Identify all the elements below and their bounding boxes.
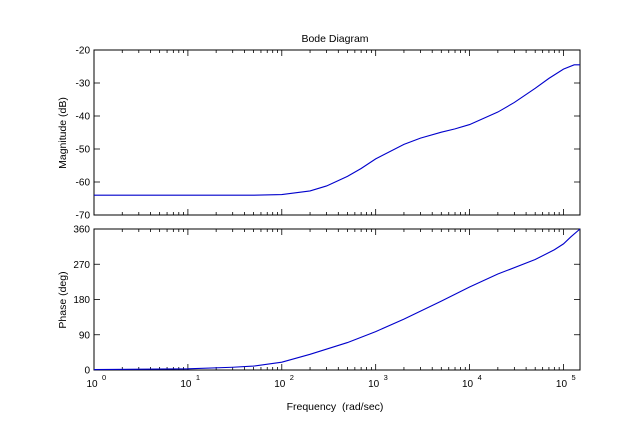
phase-ticks bbox=[93, 228, 580, 371]
x-tick-label: 10 bbox=[556, 379, 568, 390]
magnitude-y-tick-label: -60 bbox=[76, 178, 91, 189]
x-tick-label-exponent: 0 bbox=[102, 373, 106, 382]
phase-axes-frame bbox=[93, 228, 581, 371]
x-tick-label: 10 bbox=[274, 379, 286, 390]
phase-y-tick-label: 0 bbox=[84, 366, 90, 377]
x-tick-label-exponent: 5 bbox=[571, 373, 575, 382]
magnitude-ticks bbox=[93, 49, 580, 216]
x-tick-label-exponent: 2 bbox=[290, 373, 294, 382]
x-tick-label: 10 bbox=[180, 379, 192, 390]
phase-y-tick-label: 270 bbox=[73, 260, 90, 271]
x-tick-label: 10 bbox=[462, 379, 474, 390]
magnitude-y-tick-label: -30 bbox=[76, 79, 91, 90]
magnitude-y-tick-label: -40 bbox=[76, 112, 91, 123]
x-tick-label-exponent: 1 bbox=[196, 373, 200, 382]
frequency-axis-label: Frequency (rad/sec) bbox=[287, 401, 384, 413]
phase-series-line bbox=[93, 228, 581, 371]
phase-axis-label: Phase (deg) bbox=[57, 271, 69, 328]
phase-y-tick-labels: 0 90 180 270 360 bbox=[73, 225, 90, 377]
phase-y-tick-label: 360 bbox=[73, 225, 90, 236]
magnitude-y-tick-label: -70 bbox=[76, 211, 91, 222]
x-tick-label-exponent: 3 bbox=[384, 373, 388, 382]
magnitude-axis-label: Magnitude (dB) bbox=[57, 97, 69, 169]
magnitude-y-tick-label: -20 bbox=[76, 46, 91, 57]
x-tick-label: 10 bbox=[86, 379, 98, 390]
magnitude-series-line bbox=[94, 64, 580, 196]
x-tick-label-exponent: 4 bbox=[478, 373, 482, 382]
magnitude-y-tick-labels: -70 -60 -50 -40 -30 -20 bbox=[76, 46, 91, 222]
magnitude-panel: -70 -60 -50 -40 -30 -20 Bode Diagram Magnitud… bbox=[57, 33, 581, 222]
magnitude-y-tick-label: -50 bbox=[76, 145, 91, 156]
chart-title: Bode Diagram bbox=[301, 33, 368, 45]
x-tick-label: 10 bbox=[368, 379, 380, 390]
phase-y-tick-label: 90 bbox=[79, 330, 91, 341]
phase-y-tick-label: 180 bbox=[73, 295, 90, 306]
magnitude-axes-frame bbox=[93, 49, 581, 216]
